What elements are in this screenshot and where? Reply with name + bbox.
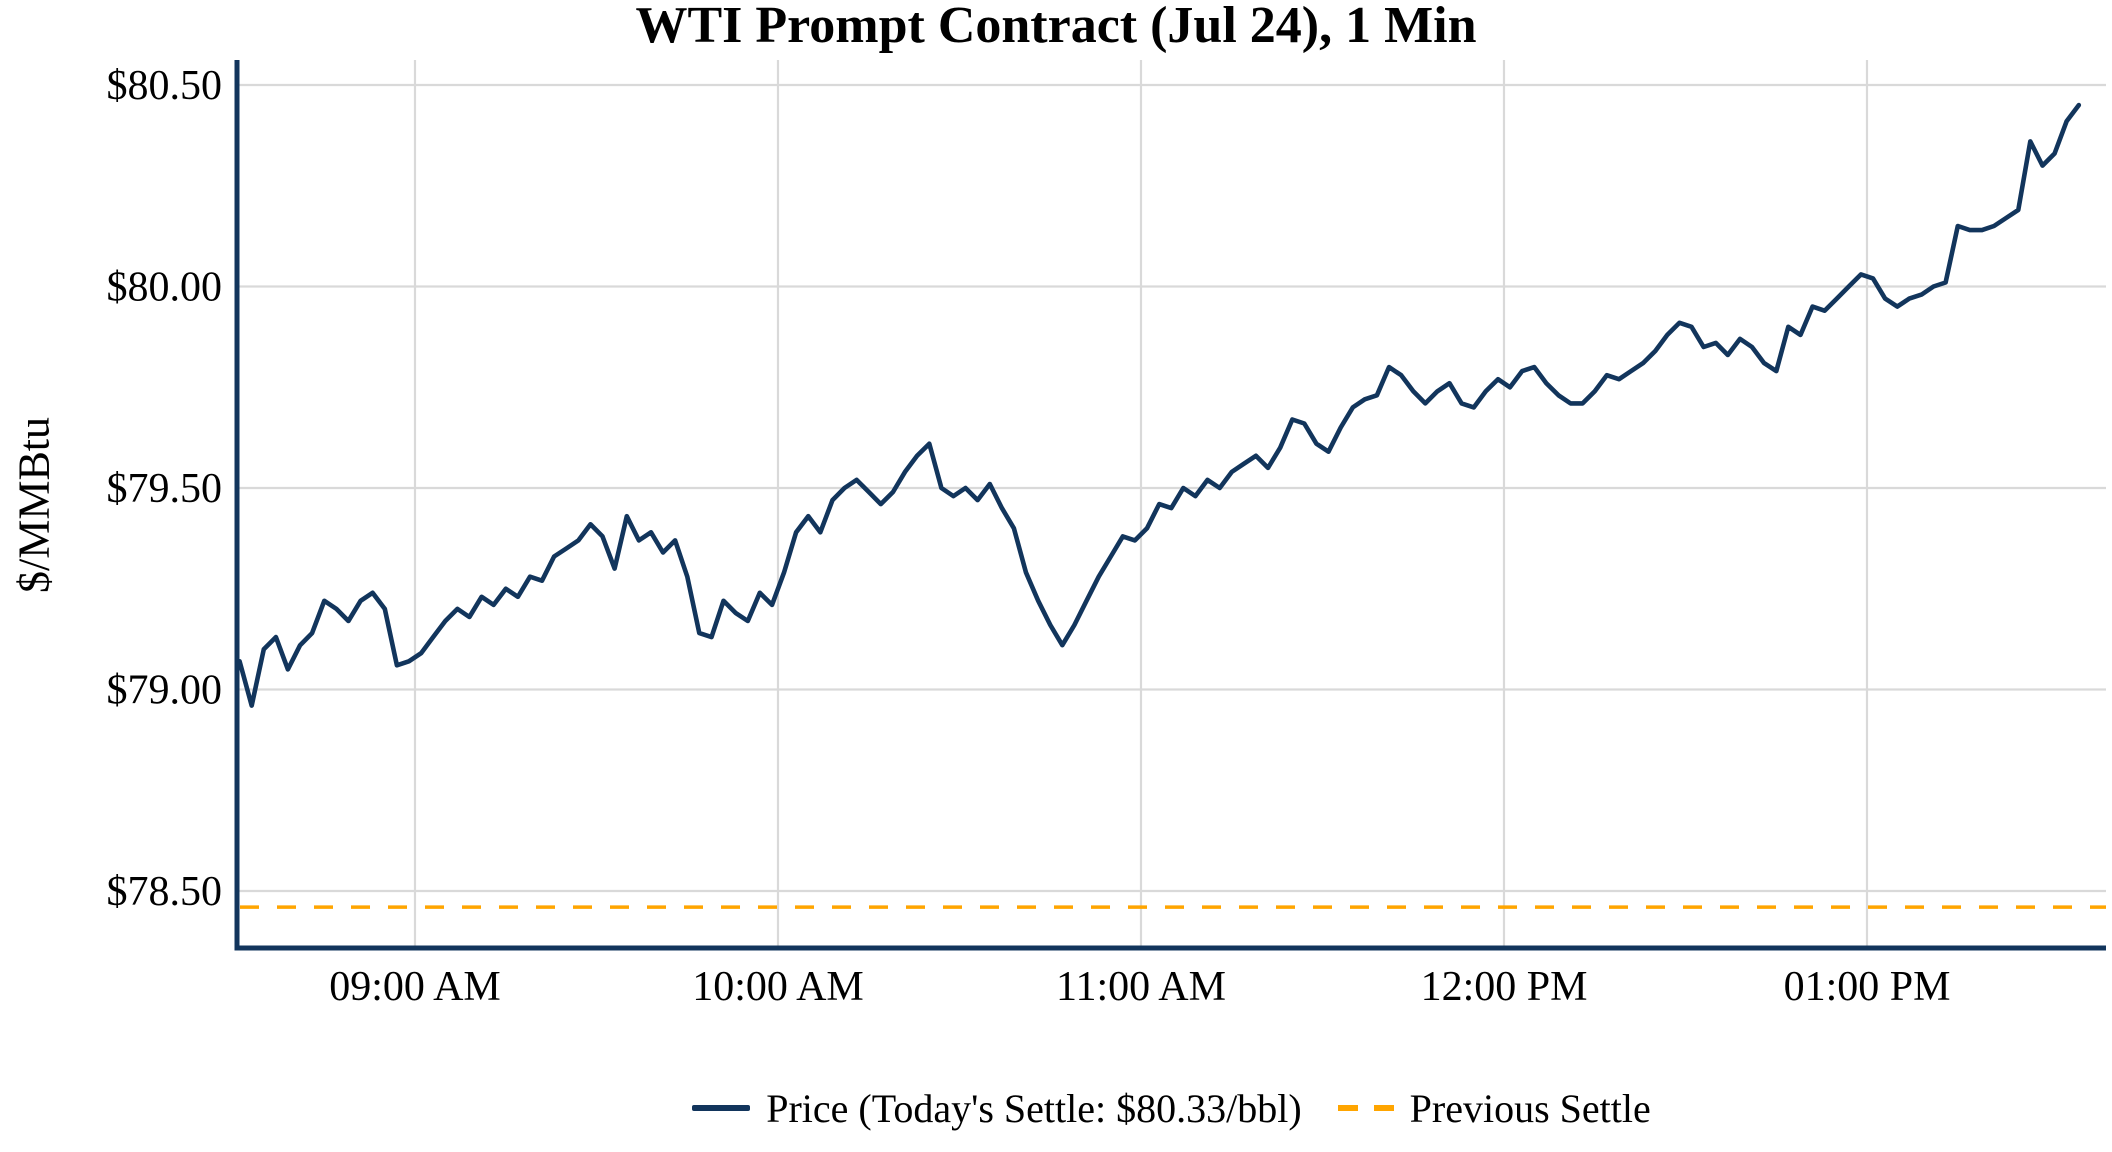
x-tick-label: 12:00 PM [1421, 964, 1588, 1010]
legend-price-label: Price (Today's Settle: $80.33/bbl) [766, 1085, 1302, 1131]
legend-previous-settle-label: Previous Settle [1409, 1085, 1651, 1131]
x-tick-label: 09:00 AM [329, 964, 501, 1010]
y-tick-label: $79.50 [107, 466, 223, 512]
x-tick-label: 11:00 AM [1056, 964, 1226, 1010]
y-tick-label: $78.50 [107, 869, 223, 915]
y-tick-label: $79.00 [107, 668, 223, 714]
x-tick-label: 01:00 PM [1784, 964, 1951, 1010]
chart-title: WTI Prompt Contract (Jul 24), 1 Min [635, 0, 1477, 54]
y-tick-label: $80.50 [107, 63, 223, 109]
price-line [237, 102, 2082, 708]
legend: Price (Today's Settle: $80.33/bbl) Previ… [237, 1076, 2106, 1140]
x-tick-label: 10:00 AM [692, 964, 864, 1010]
previous-settle-dash-swatch [1337, 1105, 1394, 1111]
price-line-swatch [692, 1105, 751, 1111]
y-tick-label: $80.00 [107, 265, 223, 311]
